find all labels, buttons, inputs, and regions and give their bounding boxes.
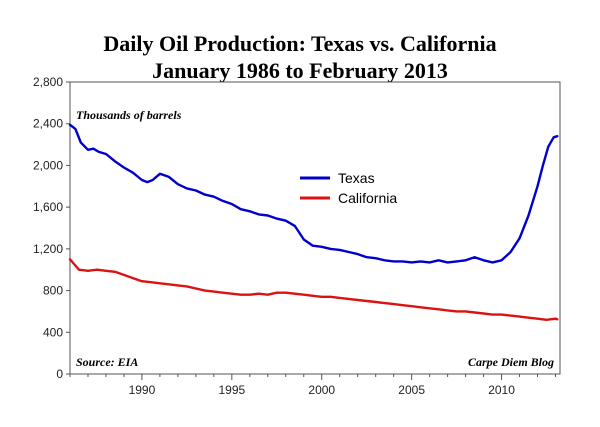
y-tick-label: 2,800 bbox=[33, 75, 63, 89]
y-axis-label: Thousands of barrels bbox=[76, 108, 182, 122]
chart-title: Daily Oil Production: Texas vs. Californ… bbox=[103, 31, 497, 56]
x-tick-label: 2000 bbox=[308, 383, 335, 397]
chart-title-block: Daily Oil Production: Texas vs. Californ… bbox=[0, 30, 600, 84]
x-axis: 1990 1995 2000 2005 2010 bbox=[69, 374, 557, 397]
x-tick-label: 1990 bbox=[129, 383, 156, 397]
y-tick-label: 1,200 bbox=[33, 242, 63, 256]
series-line-texas bbox=[68, 123, 559, 264]
y-tick-label: 800 bbox=[43, 284, 63, 298]
y-tick-label: 2,000 bbox=[33, 158, 63, 172]
series-layer bbox=[68, 123, 559, 321]
y-tick-label: 0 bbox=[56, 367, 63, 381]
y-tick-label: 400 bbox=[43, 325, 63, 339]
y-tick-label: 2,400 bbox=[33, 117, 63, 131]
legend-label-california: California bbox=[338, 190, 397, 206]
x-tick-label: 2010 bbox=[488, 383, 515, 397]
chart-subtitle: January 1986 to February 2013 bbox=[152, 58, 448, 83]
source-label: Source: EIA bbox=[76, 355, 138, 369]
legend-label-texas: Texas bbox=[338, 170, 375, 186]
credit-label: Carpe Diem Blog bbox=[468, 355, 554, 369]
plot-area bbox=[69, 81, 561, 375]
y-tick-label: 1,600 bbox=[33, 200, 63, 214]
x-tick-label: 1995 bbox=[218, 383, 245, 397]
series-line-california bbox=[68, 258, 559, 321]
legend: Texas California bbox=[300, 170, 397, 206]
x-tick-label: 2005 bbox=[398, 383, 425, 397]
y-axis: 0 400 800 1,200 1,600 2,000 2,400 2,800 bbox=[33, 75, 70, 381]
